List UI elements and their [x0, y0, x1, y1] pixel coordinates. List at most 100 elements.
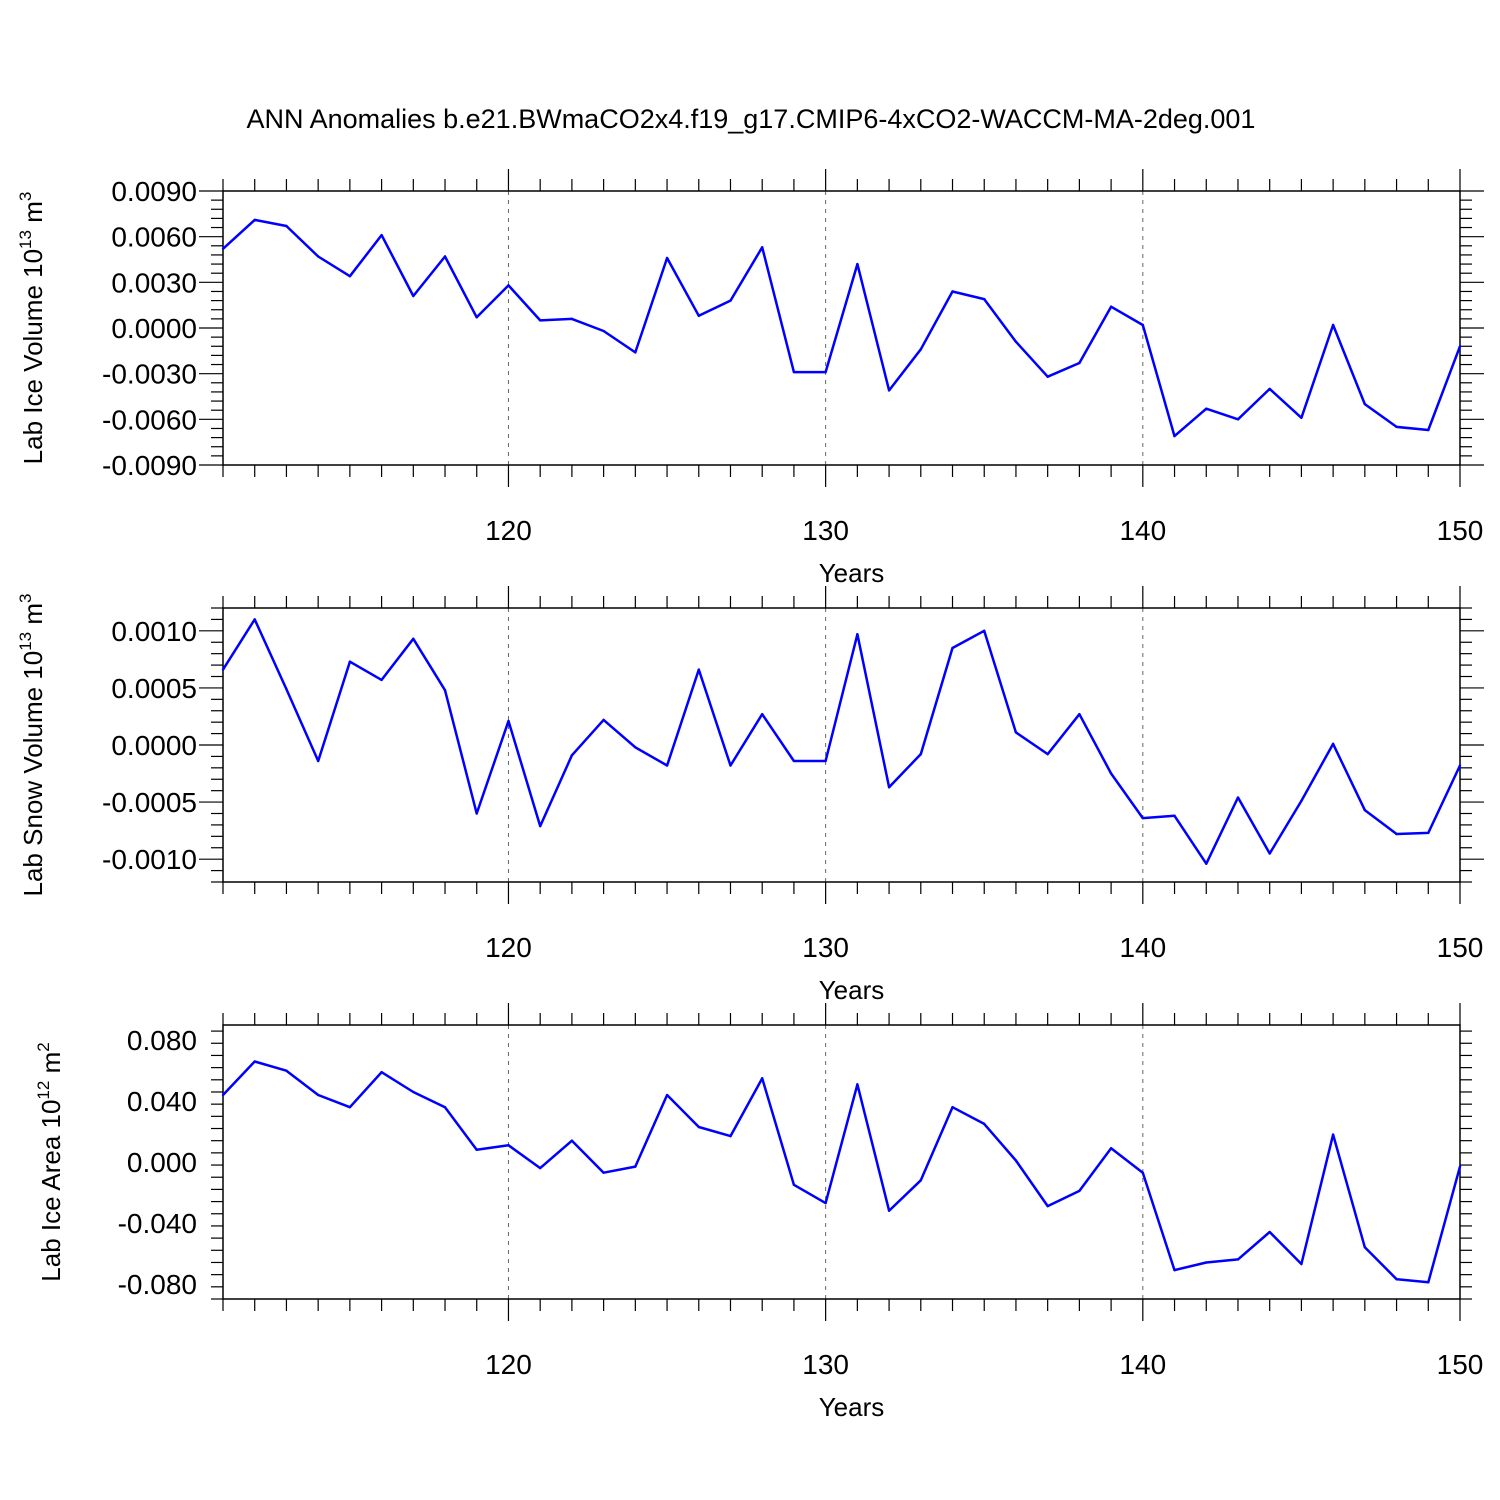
data-point — [792, 370, 796, 374]
y-tick-label: -0.0060 — [102, 404, 197, 435]
y-tick-label: -0.080 — [118, 1269, 197, 1300]
data-point — [856, 633, 859, 636]
data-point — [412, 1090, 415, 1094]
data-point — [634, 746, 637, 749]
data-point — [824, 1201, 827, 1205]
y-tick-label: -0.0090 — [102, 450, 197, 481]
y-tick-label: -0.0005 — [102, 787, 197, 818]
x-tick-label: 150 — [1437, 1349, 1484, 1380]
data-point — [1014, 1159, 1018, 1162]
data-point — [507, 719, 510, 723]
x-tick-label: 120 — [485, 932, 532, 963]
data-point — [1141, 816, 1145, 820]
data-point — [285, 224, 288, 228]
series-line — [222, 1060, 1462, 1284]
plot-frame — [222, 1024, 1461, 1300]
x-axis-title: Years — [819, 1392, 885, 1422]
data-point — [761, 712, 764, 716]
data-point — [1300, 416, 1303, 420]
data-point — [380, 1070, 383, 1074]
data-point — [697, 668, 700, 671]
data-point — [1395, 425, 1398, 429]
panel-3: 0.080 0.040 0.000 -0.040 -0.080 120 130 140 150 Y… — [34, 1003, 1483, 1422]
data-point — [1395, 1278, 1398, 1281]
data-point — [316, 759, 320, 763]
x-tick-label: 130 — [802, 515, 849, 546]
data-point — [856, 262, 859, 266]
panel-1: 0.0090 0.0060 0.0030 0.0000 -0.0030 -0.0060 -0… — [16, 169, 1484, 588]
x-axis-title: Years — [819, 975, 885, 1005]
data-point — [1363, 808, 1367, 812]
data-point — [1078, 712, 1081, 716]
data-point — [285, 1069, 288, 1072]
y-tick-label: -0.0030 — [102, 359, 197, 390]
data-point — [602, 329, 605, 333]
data-point — [538, 824, 542, 828]
x-tick-label: 130 — [802, 1349, 849, 1380]
data-point — [538, 1166, 542, 1170]
data-point — [475, 316, 478, 319]
data-point — [1395, 832, 1398, 836]
x-tick-label: 120 — [485, 1349, 532, 1380]
panels: 0.0090 0.0060 0.0030 0.0000 -0.0030 -0.0060 -0… — [16, 169, 1484, 1422]
data-point — [887, 786, 891, 789]
data-point — [348, 275, 352, 278]
data-point — [983, 297, 986, 301]
data-point — [412, 294, 415, 298]
data-point — [1300, 799, 1303, 803]
data-point — [1331, 1133, 1335, 1136]
y-axis-title: Lab Ice Volume 1013 m3 — [16, 192, 48, 465]
data-point — [570, 1139, 574, 1142]
y-tick-label: 0.0000 — [111, 313, 197, 344]
data-point — [634, 351, 637, 354]
x-tick-label: 140 — [1119, 1349, 1166, 1380]
data-point — [1268, 852, 1271, 855]
data-point — [380, 233, 383, 237]
data-point — [951, 646, 954, 650]
figure-title: ANN Anomalies b.e21.BWmaCO2x4.f19_g17.CM… — [247, 104, 1256, 134]
y-tick-label: 0.0000 — [111, 730, 197, 761]
data-point — [665, 1093, 669, 1097]
data-point — [919, 348, 922, 351]
data-point — [824, 759, 827, 763]
x-tick-label: 150 — [1437, 515, 1484, 546]
data-point — [665, 256, 669, 260]
data-point — [316, 1093, 320, 1097]
data-point — [1141, 323, 1145, 327]
data-point — [697, 314, 700, 318]
panel-2: 0.0010 0.0005 0.0000 -0.0005 -0.0010 120 130 14… — [16, 586, 1484, 1005]
y-axis-title: Lab Ice Area 1012 m2 — [34, 1042, 66, 1281]
data-point — [634, 1165, 637, 1168]
data-point — [729, 764, 732, 767]
data-point — [1109, 772, 1113, 775]
y-tick-label: 0.080 — [127, 1025, 197, 1056]
data-point — [729, 299, 732, 302]
data-point — [1363, 1246, 1367, 1249]
data-point — [475, 1148, 478, 1152]
data-point — [1427, 428, 1430, 432]
data-point — [1046, 752, 1049, 756]
plot-frame — [222, 607, 1461, 883]
x-tick-label: 130 — [802, 932, 849, 963]
data-point — [443, 689, 447, 692]
data-point — [856, 1083, 859, 1086]
data-point — [919, 752, 922, 756]
data-point — [919, 1179, 922, 1182]
y-tick-label: -0.0010 — [102, 844, 197, 875]
data-point — [1205, 407, 1208, 410]
y-tick-label: 0.040 — [127, 1086, 197, 1117]
data-point — [443, 1106, 447, 1109]
data-point — [1300, 1262, 1303, 1266]
data-point — [951, 290, 954, 293]
data-point — [253, 618, 256, 621]
data-point — [824, 370, 827, 374]
data-point — [412, 637, 415, 641]
data-point — [761, 246, 764, 249]
data-point — [1078, 361, 1081, 365]
data-point — [1458, 1165, 1462, 1168]
data-point — [665, 764, 669, 767]
data-point — [1046, 1204, 1049, 1208]
plot-frame — [222, 190, 1461, 466]
data-point — [253, 218, 256, 222]
